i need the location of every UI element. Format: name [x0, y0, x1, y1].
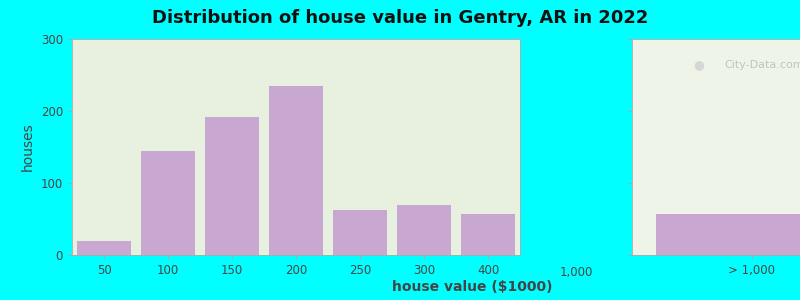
Y-axis label: houses: houses: [21, 123, 35, 171]
Bar: [397, 205, 451, 255]
Bar: [269, 86, 323, 255]
Text: 1,000: 1,000: [559, 266, 593, 279]
Text: Distribution of house value in Gentry, AR in 2022: Distribution of house value in Gentry, A…: [152, 9, 648, 27]
Bar: [333, 210, 387, 255]
Text: ●: ●: [694, 58, 705, 71]
Bar: [77, 241, 131, 255]
Bar: [205, 117, 259, 255]
Bar: [141, 151, 195, 255]
Bar: [656, 214, 800, 255]
Text: City-Data.com: City-Data.com: [724, 60, 800, 70]
Bar: [461, 214, 515, 255]
Text: house value ($1000): house value ($1000): [392, 280, 552, 294]
